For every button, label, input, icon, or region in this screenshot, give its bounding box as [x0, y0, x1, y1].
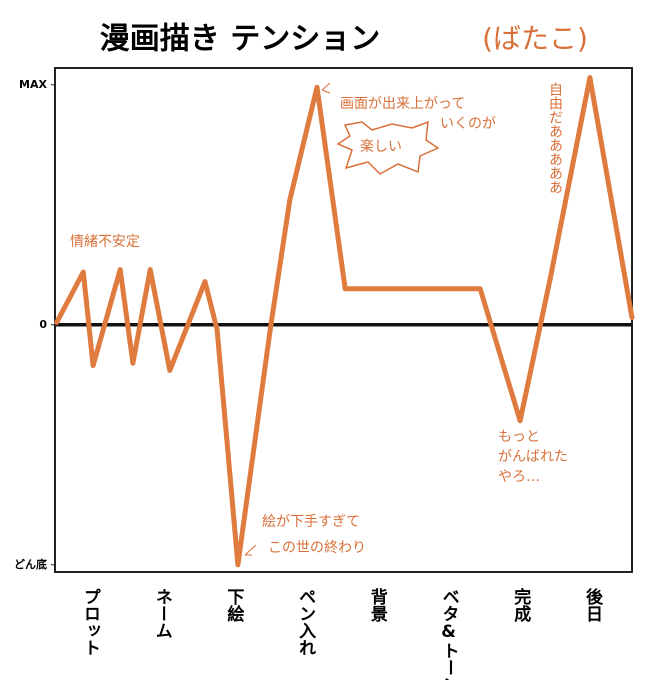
- annotation: やろ…: [498, 469, 540, 485]
- annotation: 楽しい: [360, 139, 402, 155]
- annotation: この世の終わり: [268, 540, 366, 556]
- x-tick-label: 下絵: [223, 588, 244, 623]
- x-tick-label: ネーム: [152, 588, 172, 639]
- y-tick-label: MAX: [19, 78, 47, 91]
- chart-subtitle: (ばたこ): [482, 22, 588, 55]
- x-tick-label: 背景: [367, 587, 388, 623]
- y-tick-label: どん底: [14, 557, 47, 571]
- x-tick-label: ベタ&トーン: [439, 588, 460, 680]
- annotation: 画面が出来上がって: [340, 96, 465, 112]
- annotation: いくのが: [440, 116, 496, 132]
- annotation: 絵が下手すぎて: [262, 514, 360, 530]
- chart-title: 漫画描き テンション: [100, 22, 380, 57]
- annotation: 情緒不安定: [70, 234, 140, 250]
- arrow: [244, 544, 257, 556]
- annotation: がんばれた: [498, 449, 568, 465]
- tension-line: [54, 75, 635, 568]
- y-tick-label: 0: [39, 318, 47, 331]
- x-tick-label: ペン入れ: [295, 588, 316, 656]
- x-tick-label: 後日: [582, 587, 603, 622]
- annotation: 自由だあああああ: [547, 82, 563, 194]
- arrow: [321, 82, 331, 94]
- burst-shape: [336, 120, 440, 175]
- x-tick-label: 完成: [510, 587, 531, 623]
- annotation: もっと: [498, 429, 540, 445]
- x-tick-label: プロット: [80, 588, 100, 656]
